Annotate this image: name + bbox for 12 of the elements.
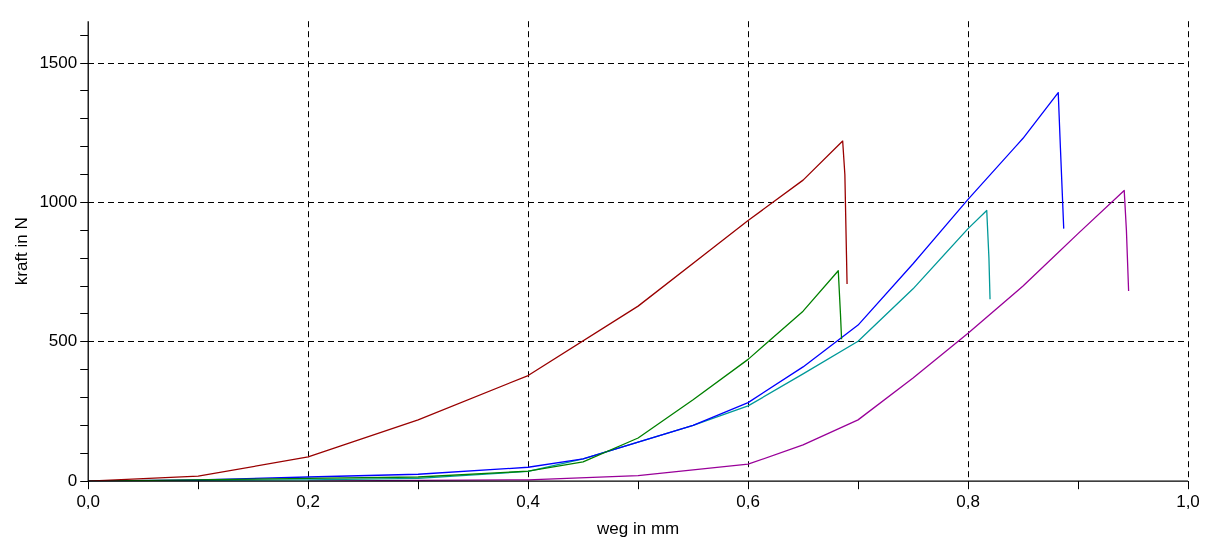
x-tick-label: 0,0 — [76, 492, 101, 512]
x-tick-label: 0,2 — [296, 492, 320, 512]
y-tick-label: 1000 — [39, 192, 78, 212]
x-tick-label: 0,8 — [956, 492, 980, 512]
x-axis-title: weg in mm — [596, 519, 680, 539]
x-tick-label: 1,0 — [1176, 492, 1200, 512]
y-tick-label: 1500 — [39, 52, 78, 72]
y-tick-label: 500 — [48, 331, 78, 351]
y-tick-label: 0 — [67, 470, 78, 490]
y-axis-title: kraft in N — [11, 217, 31, 286]
x-tick-label: 0,6 — [736, 492, 760, 512]
x-tick-label: 0,4 — [516, 492, 540, 512]
